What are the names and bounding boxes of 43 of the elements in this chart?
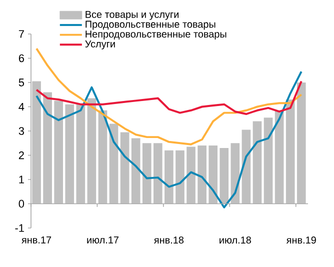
- x-tick-label: янв.18: [154, 236, 184, 244]
- bar: [131, 138, 140, 204]
- bar: [286, 99, 295, 204]
- legend-label: Непродовольственные товары: [86, 30, 226, 40]
- bar: [120, 132, 130, 204]
- bar: [198, 146, 206, 204]
- bar: [264, 118, 273, 204]
- x-tick-label: июл.17: [87, 236, 118, 244]
- y-tick-label: 6: [18, 54, 24, 62]
- bar: [54, 100, 64, 204]
- y-tick-label: 5: [18, 78, 24, 86]
- bar: [220, 148, 229, 204]
- bar: [43, 92, 52, 204]
- bar: [154, 143, 162, 204]
- bar: [176, 150, 184, 204]
- bar: [142, 143, 152, 204]
- line-series: [36, 70, 302, 208]
- legend-label: Услуги: [85, 40, 115, 50]
- bar: [164, 150, 174, 204]
- bar: [186, 146, 196, 204]
- bar: [32, 81, 41, 204]
- y-tick-label: 4: [18, 102, 24, 111]
- bar: [109, 124, 118, 204]
- line-series: [36, 48, 302, 146]
- bar: [76, 104, 86, 204]
- bar: [252, 121, 262, 204]
- x-tick-label: янв.17: [22, 236, 52, 244]
- legend-label: Продовольственные товары: [86, 20, 216, 30]
- x-tick-label: янв.19: [286, 236, 316, 244]
- legend-label: Все товары и услуги: [86, 10, 178, 20]
- bar: [87, 98, 96, 204]
- y-tick-label: 7: [18, 30, 24, 38]
- x-tick-label: июл.18: [220, 236, 251, 244]
- bar: [98, 110, 108, 204]
- y-tick-label: 2: [18, 151, 24, 160]
- y-tick-label: 3: [18, 127, 24, 135]
- bar: [208, 146, 218, 204]
- bar: [65, 104, 74, 204]
- bar: [296, 82, 306, 204]
- bar: [274, 110, 284, 204]
- y-tick-label: -1: [15, 224, 24, 232]
- y-tick-label: 0: [18, 200, 24, 208]
- y-tick-label: 1: [19, 176, 24, 184]
